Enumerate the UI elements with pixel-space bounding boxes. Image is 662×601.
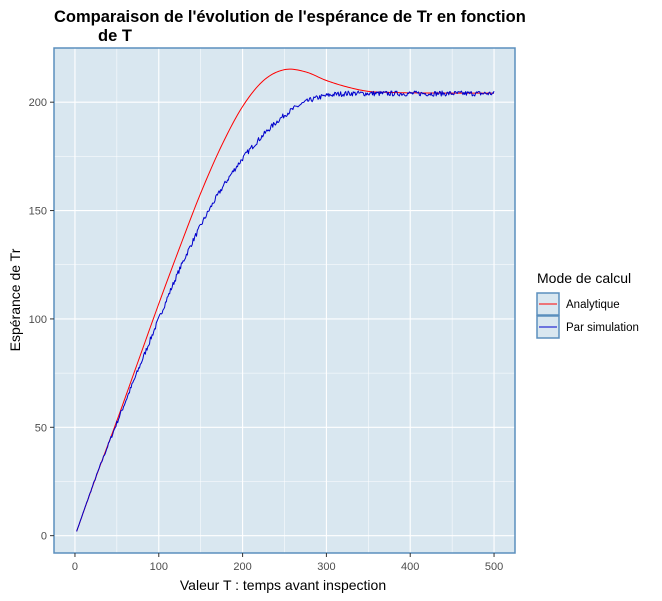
x-axis: 0 100 200 300 400 500 — [72, 553, 503, 573]
y-tick-label: 150 — [29, 206, 47, 218]
legend-title: Mode de calcul — [537, 270, 631, 286]
x-tick-label: 100 — [150, 561, 168, 573]
chart-title-line-1: Comparaison de l'évolution de l'espéranc… — [54, 8, 526, 26]
x-tick-label: 500 — [485, 561, 503, 573]
series-line-analytique — [76, 68, 495, 532]
x-tick-label: 0 — [72, 561, 78, 573]
plot-panel-border — [53, 47, 516, 554]
x-tick-label: 300 — [317, 561, 335, 573]
legend-entry-label: Analytique — [566, 299, 620, 311]
series-line-par-simulation — [76, 90, 495, 532]
chart-title: Comparaison de l'évolution de l'espéranc… — [54, 8, 526, 45]
x-tick-label: 400 — [401, 561, 419, 573]
series-layer — [76, 68, 495, 532]
x-axis-title: Valeur T : temps avant inspection — [180, 577, 386, 593]
x-tick-label: 200 — [233, 561, 251, 573]
chart-title-line-2: de T — [98, 27, 132, 45]
y-tick-label: 50 — [35, 422, 47, 434]
grid-lines — [54, 48, 515, 553]
legend-entry-label: Par simulation — [566, 322, 639, 334]
legend: Mode de calcul Analytique Par simulation — [536, 270, 639, 339]
y-tick-label: 100 — [29, 314, 47, 326]
y-axis: 0 50 100 150 200 — [29, 97, 54, 543]
y-tick-label: 200 — [29, 97, 47, 109]
y-tick-label: 0 — [41, 531, 47, 543]
y-axis-title: Espérance de Tr — [7, 248, 23, 351]
legend-entries: Analytique Par simulation — [536, 292, 639, 339]
